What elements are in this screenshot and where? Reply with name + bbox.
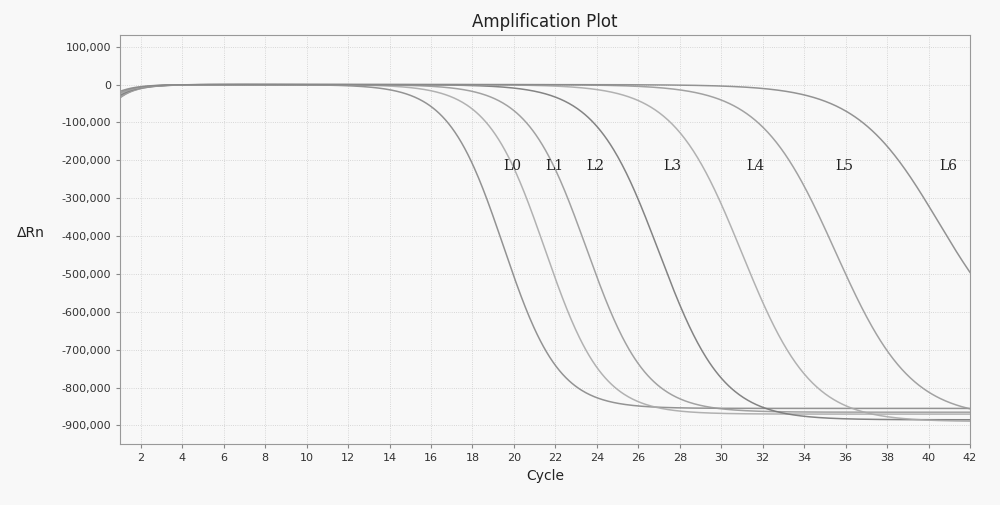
Text: L6: L6 bbox=[939, 159, 957, 173]
Text: L4: L4 bbox=[746, 159, 764, 173]
Text: L1: L1 bbox=[545, 159, 563, 173]
Y-axis label: ΔRn: ΔRn bbox=[17, 226, 45, 240]
Text: L3: L3 bbox=[663, 159, 681, 173]
Text: L2: L2 bbox=[586, 159, 604, 173]
Text: L0: L0 bbox=[504, 159, 522, 173]
Text: L5: L5 bbox=[835, 159, 853, 173]
X-axis label: Cycle: Cycle bbox=[526, 469, 564, 483]
Title: Amplification Plot: Amplification Plot bbox=[472, 13, 618, 31]
